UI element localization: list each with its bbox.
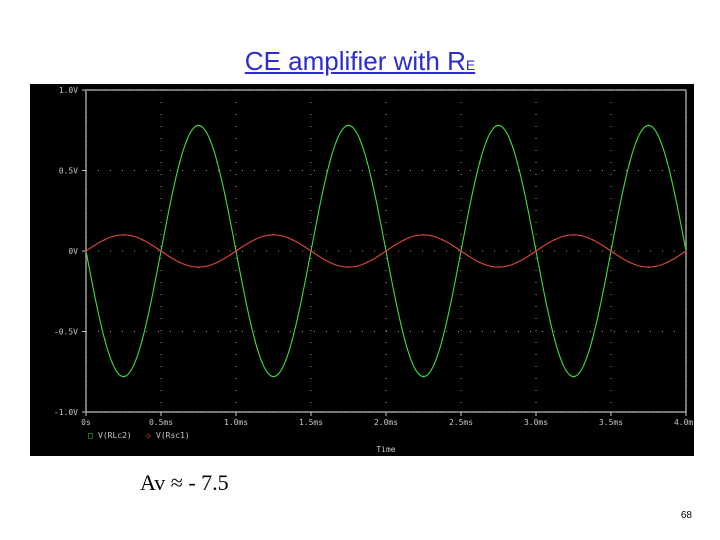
oscilloscope-plot: 1.0V 0.5V 0V -0.5V -1.0V 0s 0.5ms 1.0ms 1.5ms 2.0… [30,84,694,456]
legend-marker: □ [88,431,93,440]
data-point [366,161,369,164]
data-point [610,250,612,252]
data-point [666,161,669,164]
data-point [478,261,481,264]
data-point [441,338,444,341]
data-point [628,161,631,164]
data-point [216,161,219,164]
x-tick-label: 1.5ms [299,418,323,427]
x-tick-label: 1.0ms [224,418,248,427]
x-tick-label: 0s [81,418,91,427]
x-tick-label: 2.5ms [449,418,473,427]
x-tick-label: 3.0ms [524,418,548,427]
data-point [516,161,519,164]
title-main: CE amplifier with R [244,46,466,76]
data-point [441,238,444,241]
data-point [553,238,556,241]
data-point [535,250,537,252]
data-point [385,250,387,252]
legend-marker: ◇ [146,431,151,440]
x-tick-label: 3.5ms [599,418,623,427]
data-point [572,375,575,378]
legend-label: V(Rsc1) [156,431,190,440]
data-point [591,238,594,241]
data-point [141,338,144,341]
x-tick-label: 2.0ms [374,418,398,427]
data-point [685,250,687,252]
y-tick-label: -0.5V [54,328,78,337]
title-subscript: E [465,57,476,73]
data-point [403,338,406,341]
data-point [235,250,237,252]
data-point [478,161,481,164]
data-point [253,238,256,241]
data-point [553,338,556,341]
data-point [291,338,294,341]
data-point [197,266,200,268]
data-point [666,261,669,264]
data-point [178,261,181,264]
data-point [422,234,425,236]
data-point [122,234,125,236]
data-point [178,161,181,164]
data-point [291,238,294,241]
gain-annotation: Av ≈ - 7.5 [140,470,229,495]
legend-label: V(RLc2) [98,431,132,440]
data-point [253,338,256,341]
data-point [328,261,331,264]
y-tick-label: 0V [68,247,78,256]
data-point [403,238,406,241]
data-point [347,266,350,268]
data-point [460,250,462,252]
y-tick-label: -1.0V [54,408,78,417]
data-point [497,266,500,268]
data-point [366,261,369,264]
data-point [85,250,87,252]
x-tick-label: 4.0ms [674,418,694,427]
data-point [497,124,500,127]
data-point [141,238,144,241]
data-point [422,375,425,378]
data-point [347,124,350,127]
data-point [122,375,125,378]
data-point [103,238,106,241]
data-point [216,261,219,264]
data-point [197,124,200,127]
data-point [516,261,519,264]
data-point [272,234,275,236]
data-point [272,375,275,378]
data-point [328,161,331,164]
x-tick-label: 0.5ms [149,418,173,427]
title-link[interactable]: CE amplifier with RE [245,46,475,76]
slide-title[interactable]: CE amplifier with RE [0,46,720,77]
y-tick-label: 1.0V [59,86,78,95]
data-point [628,261,631,264]
data-point [160,250,162,252]
x-axis-label: Time [376,445,395,454]
data-point [591,338,594,341]
data-point [310,250,312,252]
page-number: 68 [680,510,692,521]
data-point [647,124,650,127]
data-point [647,266,650,268]
data-point [103,338,106,341]
data-point [572,234,575,236]
y-tick-label: 0.5V [59,167,78,176]
